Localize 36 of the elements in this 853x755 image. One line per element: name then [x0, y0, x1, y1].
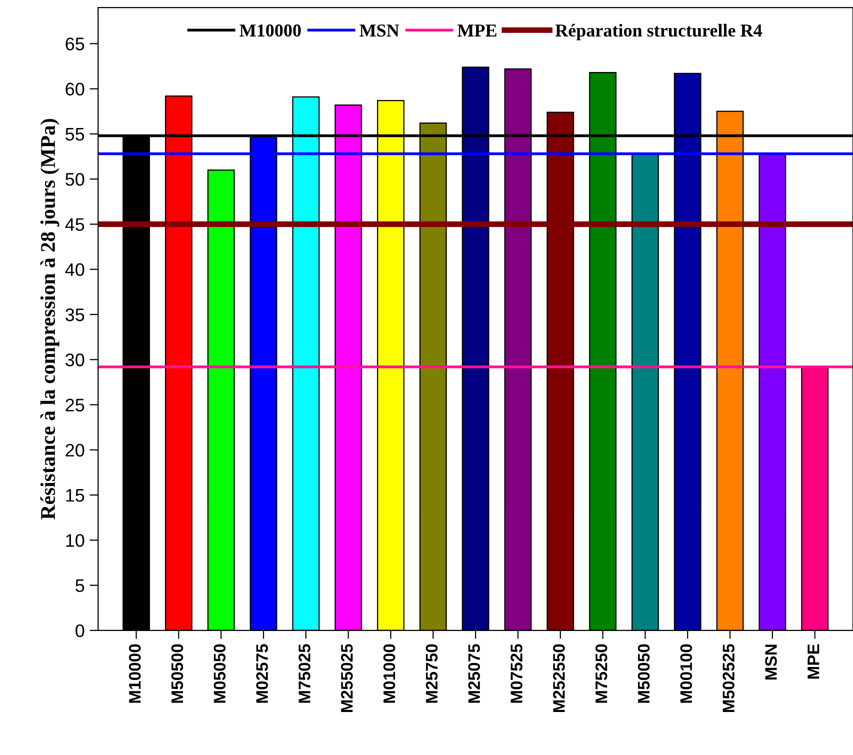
x-tick-label: M02575: [256, 644, 268, 703]
x-tick-label: M75250: [595, 644, 608, 703]
legend-label: MSN: [360, 24, 400, 37]
x-tick-label: M502525: [722, 644, 734, 712]
x-tick-label: M25075: [468, 644, 480, 703]
y-axis-title: Résistance à la compression à 28 jours (MPa): [40, 119, 60, 520]
x-tick-label: M255025: [340, 644, 353, 712]
y-tick-label: 30: [66, 354, 84, 366]
y-tick-label: 45: [65, 218, 84, 231]
x-tick-label: M00100: [680, 644, 692, 703]
y-tick-label: 55: [66, 128, 84, 141]
y-tick-label: 20: [66, 444, 84, 457]
legend-label: Réparation structurelle R4: [555, 24, 762, 40]
y-tick-label: 0: [76, 624, 84, 638]
x-tick-label: M25750: [426, 644, 438, 703]
x-tick-label: M10000: [128, 644, 141, 703]
x-tick-label: M05050: [214, 644, 226, 703]
x-tick-label: M50050: [638, 644, 650, 703]
y-tick-label: 40: [65, 263, 84, 276]
y-tick-label: 65: [66, 38, 84, 50]
x-tick-label: M07525: [510, 644, 522, 703]
y-tick-label: 60: [66, 82, 84, 96]
x-tick-label: MPE: [808, 644, 820, 679]
legend-label: M10000: [240, 24, 301, 37]
x-tick-label: M252550: [553, 644, 565, 712]
x-tick-label: MSN: [765, 644, 777, 680]
y-tick-label: 10: [66, 534, 84, 547]
x-tick-label: M01000: [383, 644, 396, 703]
y-tick-label: 50: [66, 173, 84, 186]
y-tick-label: 25: [66, 398, 84, 412]
y-tick-label: 5: [76, 579, 84, 592]
y-tick-label: 35: [66, 308, 84, 322]
legend-label: MPE: [457, 24, 496, 36]
x-tick-label: M75025: [298, 644, 310, 703]
y-tick-label: 15: [66, 489, 84, 502]
x-tick-label: M50500: [171, 644, 184, 703]
